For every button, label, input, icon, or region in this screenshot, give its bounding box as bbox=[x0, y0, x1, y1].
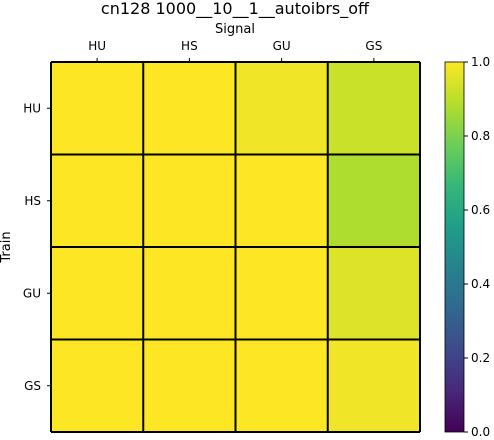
heatmap-cell-gu-hs bbox=[143, 247, 236, 340]
colorbar-ticks: 0.0 0.2 0.4 0.6 0.8 1.0 bbox=[464, 55, 490, 439]
y-axis-label: Train bbox=[0, 231, 14, 263]
heatmap-cell-hu-hu bbox=[51, 62, 144, 155]
heatmap-cell-gu-gs bbox=[327, 247, 420, 340]
x-tick-label: HU bbox=[88, 39, 106, 53]
heatmap-cell-gs-hu bbox=[51, 339, 144, 432]
heatmap-cell-hs-gu bbox=[235, 154, 328, 247]
colorbar-tick-label: 1.0 bbox=[471, 55, 490, 69]
heatmap-cell-gs-gs bbox=[327, 339, 420, 432]
heatmap-cell-gu-gu bbox=[235, 247, 328, 340]
heatmap-cell-hu-gs bbox=[327, 62, 420, 155]
heatmap-cell-gs-gu bbox=[235, 339, 328, 432]
x-tick-label: HS bbox=[181, 39, 198, 53]
y-ticks: HU HS GU GS bbox=[23, 101, 51, 393]
heatmap-cell-hu-gu bbox=[235, 62, 328, 155]
heatmap-cell-gu-hu bbox=[51, 247, 144, 340]
x-tick-label: GU bbox=[273, 39, 291, 53]
y-tick-label: GS bbox=[24, 379, 41, 393]
y-tick-label: GU bbox=[23, 286, 41, 300]
y-tick-label: HS bbox=[24, 194, 41, 208]
heatmap-cell-hs-hu bbox=[51, 154, 144, 247]
chart-title: cn128 1000__10__1__autoibrs_off bbox=[101, 0, 370, 19]
heatmap-cell-hs-hs bbox=[143, 154, 236, 247]
colorbar-tick-label: 0.6 bbox=[471, 203, 490, 217]
colorbar-tick-label: 0.4 bbox=[471, 277, 490, 291]
colorbar bbox=[444, 61, 465, 433]
colorbar-tick-label: 0.8 bbox=[471, 129, 490, 143]
heatmap-cell-gs-hs bbox=[143, 339, 236, 432]
x-tick-label: GS bbox=[365, 39, 382, 53]
heatmap-gridlines bbox=[50, 61, 421, 433]
heatmap-cell-hs-gs bbox=[327, 154, 420, 247]
y-tick-label: HU bbox=[23, 101, 41, 115]
colorbar-tick-label: 0.0 bbox=[471, 425, 490, 439]
x-ticks: HU HS GU GS bbox=[88, 39, 382, 62]
heatmap-cells bbox=[51, 62, 420, 432]
heatmap-cell-hu-hs bbox=[143, 62, 236, 155]
colorbar-tick-label: 0.2 bbox=[471, 351, 490, 365]
x-axis-label: Signal bbox=[215, 22, 255, 37]
